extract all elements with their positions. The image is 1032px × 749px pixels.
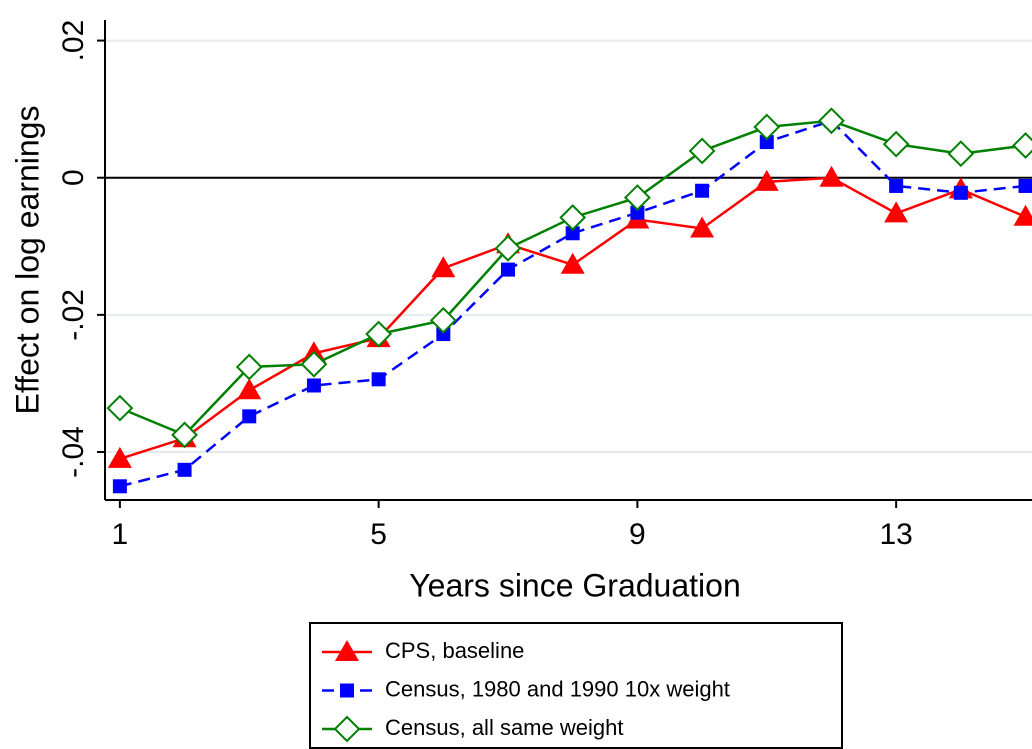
marker xyxy=(431,256,456,278)
marker xyxy=(819,165,844,187)
marker xyxy=(753,113,781,141)
marker xyxy=(1018,178,1032,193)
y-axis-label: Effect on log earnings xyxy=(9,106,45,415)
marker xyxy=(759,135,774,150)
x-tick-label: 1 xyxy=(112,518,129,551)
marker xyxy=(177,462,192,477)
marker xyxy=(818,107,845,135)
marker xyxy=(889,178,904,193)
marker xyxy=(365,320,393,348)
x-tick-label: 5 xyxy=(370,518,387,551)
legend-box xyxy=(309,622,843,749)
marker xyxy=(306,378,321,393)
marker xyxy=(300,350,328,378)
marker xyxy=(953,185,968,200)
marker xyxy=(171,421,198,449)
marker xyxy=(242,409,257,424)
marker xyxy=(429,306,457,334)
y-tick-label: -.04 xyxy=(57,426,90,478)
marker xyxy=(333,715,361,743)
marker xyxy=(630,205,645,220)
marker xyxy=(112,479,127,494)
marker xyxy=(106,394,134,422)
marker xyxy=(1013,204,1032,226)
marker xyxy=(690,216,715,238)
marker xyxy=(335,640,359,661)
marker xyxy=(1012,132,1032,159)
x-axis-label: Years since Graduation xyxy=(409,567,740,603)
series-line xyxy=(119,119,1026,488)
marker xyxy=(237,378,262,400)
marker xyxy=(754,169,779,191)
marker xyxy=(688,137,716,165)
marker xyxy=(695,183,710,198)
marker xyxy=(494,234,522,262)
marker xyxy=(371,372,386,387)
marker xyxy=(565,226,580,241)
marker xyxy=(107,446,132,468)
y-tick-label: -.02 xyxy=(57,289,90,341)
x-tick-label: 9 xyxy=(629,518,646,551)
marker xyxy=(436,327,451,342)
marker xyxy=(560,252,585,274)
marker xyxy=(623,184,651,212)
marker xyxy=(501,262,516,277)
marker xyxy=(947,140,975,168)
y-tick-label: .02 xyxy=(57,20,90,62)
x-tick-label: 13 xyxy=(879,518,912,551)
legend-label: Census, all same weight xyxy=(385,715,623,740)
y-tick-label: 0 xyxy=(57,169,90,186)
legend-label: CPS, baseline xyxy=(385,638,524,663)
marker xyxy=(235,353,263,381)
marker xyxy=(559,204,587,231)
marker xyxy=(884,201,909,223)
marker xyxy=(340,683,354,698)
marker xyxy=(882,130,910,158)
legend-label: Census, 1980 and 1990 10x weight xyxy=(385,676,730,701)
